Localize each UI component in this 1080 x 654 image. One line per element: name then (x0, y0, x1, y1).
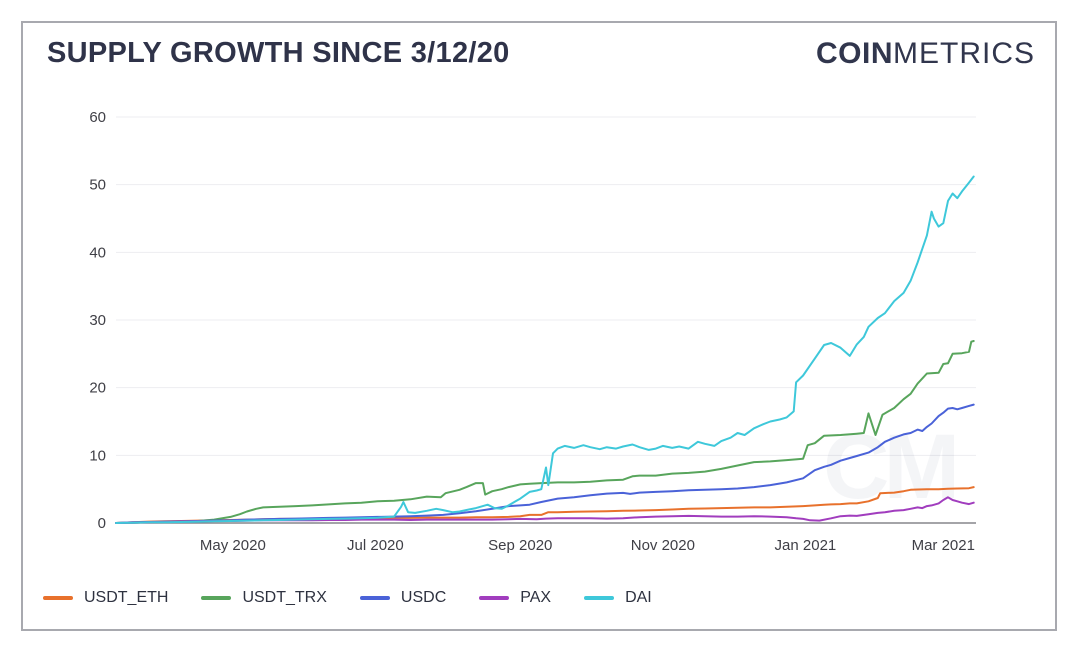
y-tick-label-0: 0 (98, 515, 106, 532)
chart-legend: USDT_ETH USDT_TRX USDC PAX DAI (43, 589, 685, 607)
logo-text-coin: COIN (816, 37, 893, 70)
legend-item-usdt-eth[interactable]: USDT_ETH (43, 589, 168, 607)
legend-item-usdt-trx[interactable]: USDT_TRX (201, 589, 327, 607)
series-lines (115, 175, 975, 524)
series-line-dai (115, 175, 975, 524)
chart-svg: CM 0 10 20 30 40 50 60 May 2020 Jul 2020 Sep 202… (89, 109, 976, 554)
legend-swatch-usdc (359, 596, 390, 600)
legend-label-usdt-eth: USDT_ETH (84, 589, 169, 606)
legend-label-usdt-trx: USDT_TRX (242, 589, 327, 606)
x-tick-label-mar-2021: Mar 2021 (912, 537, 975, 554)
legend-item-usdc[interactable]: USDC (359, 589, 447, 607)
chart-header: SUPPLY GROWTH SINCE 3/12/20 COINMETRICS (47, 37, 1035, 71)
coinmetrics-logo: COINMETRICS (816, 37, 1035, 71)
x-tick-label-nov-2020: Nov 2020 (631, 537, 695, 554)
legend-item-pax[interactable]: PAX (479, 589, 551, 607)
x-axis-labels: May 2020 Jul 2020 Sep 2020 Nov 2020 Jan 2021… (200, 537, 975, 554)
y-tick-label-10: 10 (89, 447, 106, 464)
legend-swatch-usdt-eth (43, 596, 73, 600)
y-tick-label-60: 60 (89, 109, 106, 126)
legend-label-usdc: USDC (400, 589, 447, 606)
x-tick-label-jan-2021: Jan 2021 (775, 537, 837, 554)
series-line-usdt-trx (115, 340, 975, 524)
legend-item-dai[interactable]: DAI (584, 589, 652, 607)
legend-label-dai: DAI (625, 589, 652, 606)
y-axis-labels: 0 10 20 30 40 50 60 (89, 109, 106, 532)
y-tick-label-30: 30 (89, 312, 106, 329)
logo-text-metrics: METRICS (893, 37, 1035, 70)
x-tick-label-may-2020: May 2020 (200, 537, 266, 554)
y-tick-label-40: 40 (89, 244, 106, 261)
watermark: CM (823, 416, 954, 518)
gridlines (116, 116, 976, 524)
legend-swatch-usdt-trx (201, 596, 232, 600)
x-tick-label-jul-2020: Jul 2020 (347, 537, 404, 554)
y-tick-label-20: 20 (89, 380, 106, 397)
legend-swatch-pax (479, 596, 510, 600)
x-tick-label-sep-2020: Sep 2020 (488, 537, 552, 554)
page-title: SUPPLY GROWTH SINCE 3/12/20 (47, 37, 510, 69)
legend-label-pax: PAX (520, 589, 552, 606)
chart-card: SUPPLY GROWTH SINCE 3/12/20 COINMETRICS … (21, 21, 1057, 631)
y-tick-label-50: 50 (89, 177, 106, 194)
legend-swatch-dai (584, 596, 615, 600)
